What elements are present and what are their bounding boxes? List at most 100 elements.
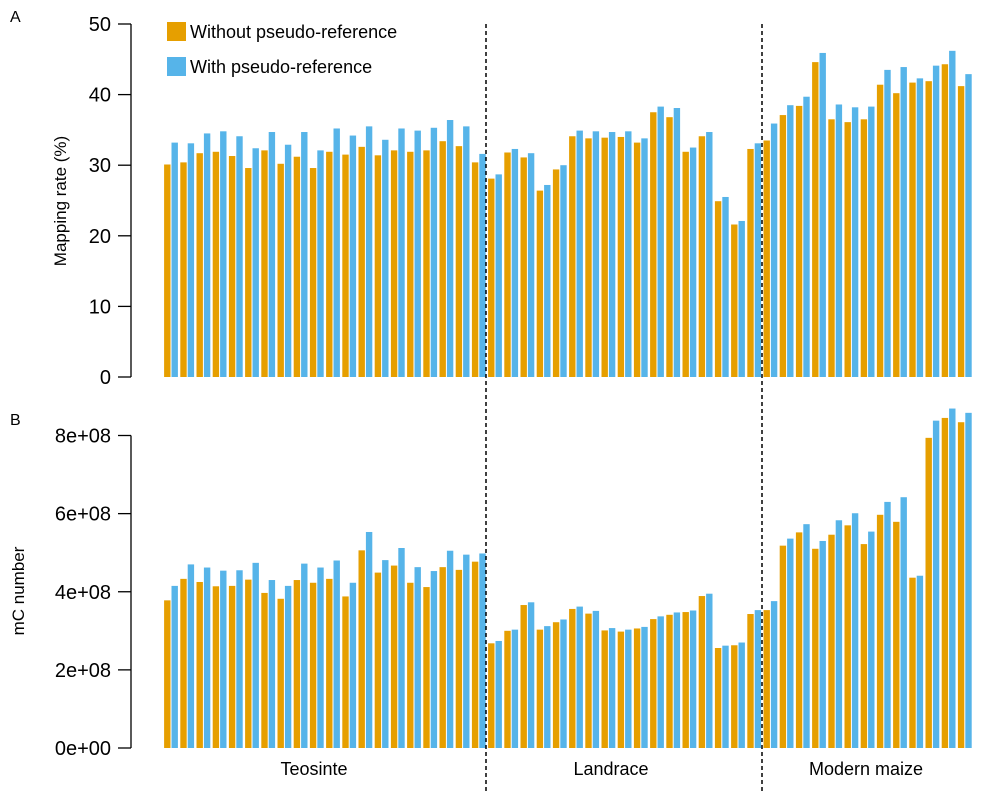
panel-a-bar-without bbox=[520, 157, 527, 377]
panel-a-y-tick-label: 10 bbox=[89, 296, 111, 318]
panel-b-bar-with bbox=[819, 540, 826, 748]
panel-b-bar-with bbox=[673, 612, 681, 748]
panel-b-bar-with bbox=[236, 570, 243, 748]
panel-a-bar-with bbox=[333, 128, 340, 377]
panel-a-y-tick-label: 0 bbox=[100, 367, 111, 389]
panel-b-bar-with bbox=[527, 602, 535, 748]
panel-b-bar-without bbox=[439, 567, 446, 748]
panel-b-bar-without bbox=[925, 437, 932, 748]
panel-a-bar-with bbox=[787, 105, 794, 377]
panel-b-bar-without bbox=[941, 417, 949, 748]
panel-a-bar-without bbox=[212, 151, 220, 377]
panel-b-y-axis-title: mC number bbox=[9, 546, 28, 635]
panel-a-bar-with bbox=[949, 50, 956, 377]
legend-swatch-with bbox=[167, 57, 186, 76]
panel-b-bar-without bbox=[779, 545, 787, 748]
panel-a-bar-with bbox=[803, 96, 810, 377]
panel-a-bar-without bbox=[893, 93, 900, 378]
panel-b-bar-without bbox=[844, 525, 851, 748]
panel-b-bar-with bbox=[608, 628, 616, 748]
panel-a-bar-with bbox=[657, 106, 664, 378]
panel-a-bars bbox=[164, 50, 972, 378]
panel-a-bar-without bbox=[245, 168, 252, 377]
panel-b-bar-without bbox=[650, 619, 657, 748]
panel-a-bar-without bbox=[779, 115, 787, 377]
panel-b-bar-with bbox=[284, 585, 292, 748]
panel-b-chart: 0e+00 2e+08 4e+08 6e+08 8e+08 mC number bbox=[9, 408, 972, 760]
panel-a-bar-with bbox=[317, 150, 324, 377]
panel-a-bar-with bbox=[349, 135, 357, 377]
panel-b-bar-with bbox=[398, 548, 405, 748]
panel-b-bar-without bbox=[293, 580, 301, 748]
panel-a-bar-without bbox=[552, 169, 560, 377]
legend-label-with: With pseudo-reference bbox=[190, 57, 372, 77]
panel-b-bar-with bbox=[722, 645, 729, 748]
panel-b-bar-without bbox=[309, 582, 317, 748]
panel-b-bar-without bbox=[569, 608, 576, 748]
panel-b-bar-without bbox=[682, 612, 689, 748]
panel-a-bar-without bbox=[358, 146, 365, 377]
panel-b-bar-with bbox=[382, 560, 389, 748]
panel-b-bar-with bbox=[625, 629, 632, 748]
panel-b-bar-with bbox=[414, 567, 421, 748]
panel-a-bar-without bbox=[585, 138, 592, 377]
panel-b-bar-with bbox=[430, 571, 438, 748]
panel-b-bar-without bbox=[180, 578, 187, 748]
panel-b-bar-without bbox=[731, 645, 738, 748]
panel-a-bar-with bbox=[592, 131, 600, 377]
panel-a-bar-without bbox=[326, 151, 333, 377]
panel-a-bar-without bbox=[795, 105, 803, 378]
panel-a-bar-with bbox=[560, 165, 567, 377]
panel-b-bar-with bbox=[317, 567, 324, 748]
panel-a-bar-with bbox=[625, 131, 632, 377]
panel-a-bar-without bbox=[342, 154, 349, 377]
panel-a-bar-without bbox=[277, 163, 284, 377]
panel-a-bar-without bbox=[909, 82, 916, 378]
panel-b-bar-without bbox=[666, 614, 673, 748]
panel-a-bar-with bbox=[398, 128, 405, 377]
panel-a-bar-without bbox=[569, 136, 576, 377]
panel-b-bar-with bbox=[738, 642, 745, 748]
panel-a-bar-with bbox=[511, 148, 519, 377]
panel-a-bar-with bbox=[203, 133, 211, 377]
panel-b-bar-with bbox=[787, 538, 794, 748]
panel-a-bar-with bbox=[835, 104, 843, 377]
panel-b-bar-with bbox=[803, 524, 810, 748]
panel-b-y-tick-label: 0e+00 bbox=[55, 738, 111, 760]
panel-a-bar-without bbox=[860, 119, 868, 377]
panel-a-bar-without bbox=[731, 224, 738, 377]
panel-b-y-tick-label: 2e+08 bbox=[55, 660, 111, 682]
panel-b-bar-without bbox=[342, 596, 349, 748]
panel-a-bar-with bbox=[819, 52, 826, 378]
panel-a-bar-with bbox=[284, 144, 292, 377]
panel-b-bar-without bbox=[633, 628, 641, 748]
panel-b-bar-with bbox=[949, 408, 956, 748]
panel-a-bar-with bbox=[706, 132, 713, 377]
panel-b-bar-with bbox=[576, 606, 583, 748]
panel-b-bar-without bbox=[228, 585, 236, 748]
panel-a-bar-with bbox=[236, 136, 243, 377]
panel-a-bar-without bbox=[196, 153, 203, 377]
panel-b-bar-without bbox=[390, 565, 398, 748]
panel-b-bar-without bbox=[860, 544, 868, 748]
panel-a-bar-with bbox=[754, 143, 762, 377]
panel-b-bar-without bbox=[698, 596, 706, 748]
panel-a-bar-without bbox=[261, 150, 268, 377]
panel-b-bar-with bbox=[463, 554, 470, 748]
panel-b-bar-without bbox=[520, 605, 527, 748]
panel-b-bar-without bbox=[795, 532, 803, 748]
panel-a-bar-with bbox=[851, 107, 859, 378]
panel-a-bar-with bbox=[641, 138, 648, 377]
panel-a-bar-without bbox=[601, 137, 608, 377]
panel-b-bar-with bbox=[770, 601, 778, 748]
panel-b-y-axis: 0e+00 2e+08 4e+08 6e+08 8e+08 bbox=[55, 426, 132, 760]
panel-a-bar-without bbox=[293, 156, 301, 377]
panel-b-bar-without bbox=[957, 422, 965, 748]
panel-a-bar-with bbox=[673, 108, 681, 377]
panel-b-bar-with bbox=[900, 497, 907, 748]
panel-b-bar-without bbox=[601, 630, 608, 748]
panel-b-bar-with bbox=[884, 501, 891, 748]
panel-a-bar-without bbox=[714, 201, 722, 377]
legend-label-without: Without pseudo-reference bbox=[190, 22, 397, 42]
panel-a-bar-with bbox=[446, 120, 454, 378]
